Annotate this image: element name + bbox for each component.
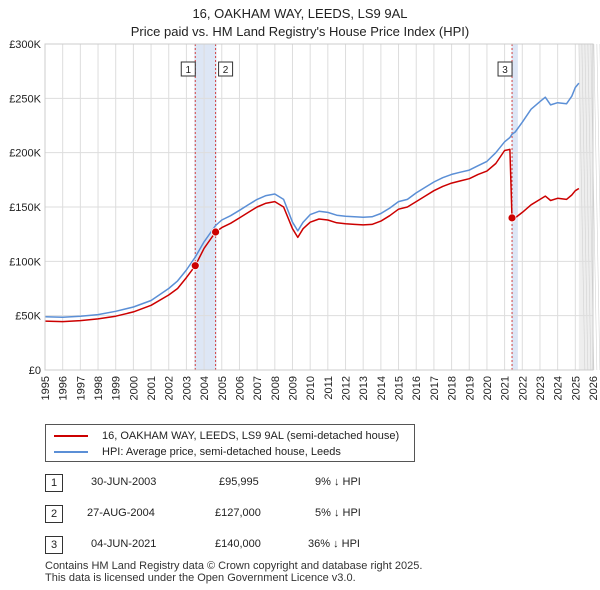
transaction-hpi: 5% ↓ HPI xyxy=(315,507,361,519)
x-tick-label: 2026 xyxy=(588,376,600,400)
grid-lines xyxy=(44,43,594,371)
x-tick-label: 2003 xyxy=(181,376,193,400)
x-tick-label: 2023 xyxy=(535,376,547,400)
sale-point xyxy=(507,213,517,223)
x-tick-label: 2021 xyxy=(500,376,512,400)
x-tick-label: 1995 xyxy=(40,376,52,400)
x-tick-label: 2007 xyxy=(252,376,264,400)
transaction-hpi: 9% ↓ HPI xyxy=(315,476,361,488)
transaction-date: 30-JUN-2003 xyxy=(91,476,157,488)
transaction-price: £127,000 xyxy=(215,507,261,519)
y-tick-label: £300K xyxy=(9,39,41,51)
forecast-hatch xyxy=(593,43,600,371)
x-tick-label: 2024 xyxy=(553,376,565,400)
property-price-line xyxy=(44,148,580,323)
axes: 1995 1996 1997 1998 1999 2000 2001 2002 2003 2004… xyxy=(9,39,600,400)
x-tick-label: 2004 xyxy=(199,376,211,400)
legend: 16, OAKHAM WAY, LEEDS, LS9 9AL (semi-det… xyxy=(45,424,415,462)
x-tick-label: 2012 xyxy=(341,376,353,400)
transaction-hpi: 36% ↓ HPI xyxy=(308,538,360,550)
x-tick-label: 2002 xyxy=(164,376,176,400)
sale-label-number: 3 xyxy=(502,65,508,76)
transaction-number: 1 xyxy=(45,474,63,492)
attribution-line-1: Contains HM Land Registry data © Crown c… xyxy=(45,560,423,572)
x-tick-label: 2025 xyxy=(570,376,582,400)
x-tick-label: 2005 xyxy=(217,376,229,400)
transaction-price: £95,995 xyxy=(219,476,259,488)
transaction-number: 2 xyxy=(45,505,63,523)
x-tick-label: 1996 xyxy=(58,376,70,400)
legend-item-hpi: HPI: Average price, semi-detached house,… xyxy=(54,445,341,459)
series-lines xyxy=(44,82,580,323)
legend-label-property: 16, OAKHAM WAY, LEEDS, LS9 9AL (semi-det… xyxy=(102,430,400,442)
sale-label-box xyxy=(180,61,196,77)
x-tick-label: 2015 xyxy=(394,376,406,400)
x-tick-label: 1998 xyxy=(93,376,105,400)
transaction-number: 3 xyxy=(45,536,63,554)
legend-label-hpi: HPI: Average price, semi-detached house,… xyxy=(102,446,341,458)
legend-swatch-property xyxy=(54,435,88,437)
x-tick-label: 2017 xyxy=(429,376,441,400)
transaction-date: 27-AUG-2004 xyxy=(87,507,155,519)
x-tick-label: 2010 xyxy=(305,376,317,400)
sale-point xyxy=(190,261,200,271)
x-tick-label: 2000 xyxy=(128,376,140,400)
x-tick-label: 2011 xyxy=(323,376,335,400)
chart-subtitle: Price paid vs. HM Land Registry's House … xyxy=(130,24,470,39)
attribution: Contains HM Land Registry data © Crown c… xyxy=(45,560,422,584)
x-tick-label: 2014 xyxy=(376,376,388,400)
transaction-date: 04-JUN-2021 xyxy=(91,538,157,550)
sale-label-box xyxy=(497,61,513,77)
sale-label-box xyxy=(218,61,234,77)
legend-item-property: 16, OAKHAM WAY, LEEDS, LS9 9AL (semi-det… xyxy=(54,429,399,443)
x-tick-label: 2016 xyxy=(411,376,423,400)
x-tick-label: 2019 xyxy=(464,376,476,400)
attribution-line-2: This data is licensed under the Open Gov… xyxy=(45,572,356,584)
x-tick-label: 1997 xyxy=(75,376,87,400)
y-tick-label: £100K xyxy=(9,256,41,268)
sale-labels: 1 2 3 xyxy=(180,61,513,77)
x-tick-label: 2009 xyxy=(287,376,299,400)
legend-swatch-hpi xyxy=(54,451,88,453)
y-tick-label: £0 xyxy=(29,365,41,377)
y-tick-label: £200K xyxy=(9,148,41,160)
sale-points xyxy=(190,213,517,271)
x-tick-label: 2006 xyxy=(234,376,246,400)
y-tick-label: £250K xyxy=(9,93,41,105)
x-tick-label: 2013 xyxy=(358,376,370,400)
x-tick-label: 2001 xyxy=(146,376,158,400)
y-tick-label: £150K xyxy=(9,202,41,214)
x-tick-label: 1999 xyxy=(111,376,123,400)
hpi-line xyxy=(44,82,580,319)
sale-label-number: 1 xyxy=(185,65,191,76)
y-tick-label: £50K xyxy=(15,311,41,323)
x-tick-label: 2020 xyxy=(482,376,494,400)
sale-point xyxy=(211,227,220,237)
chart-title: 16, OAKHAM WAY, LEEDS, LS9 9AL xyxy=(192,6,408,21)
sale-label-number: 2 xyxy=(223,65,229,76)
price-chart: 1 2 3 1995 1996 1997 1998 1999 2000 2001 2002 2003… xyxy=(9,39,600,400)
transaction-price: £140,000 xyxy=(215,538,261,550)
plot-frame xyxy=(44,43,594,371)
x-tick-label: 2022 xyxy=(517,376,529,400)
x-tick-label: 2018 xyxy=(447,376,459,400)
x-tick-label: 2008 xyxy=(270,376,282,400)
